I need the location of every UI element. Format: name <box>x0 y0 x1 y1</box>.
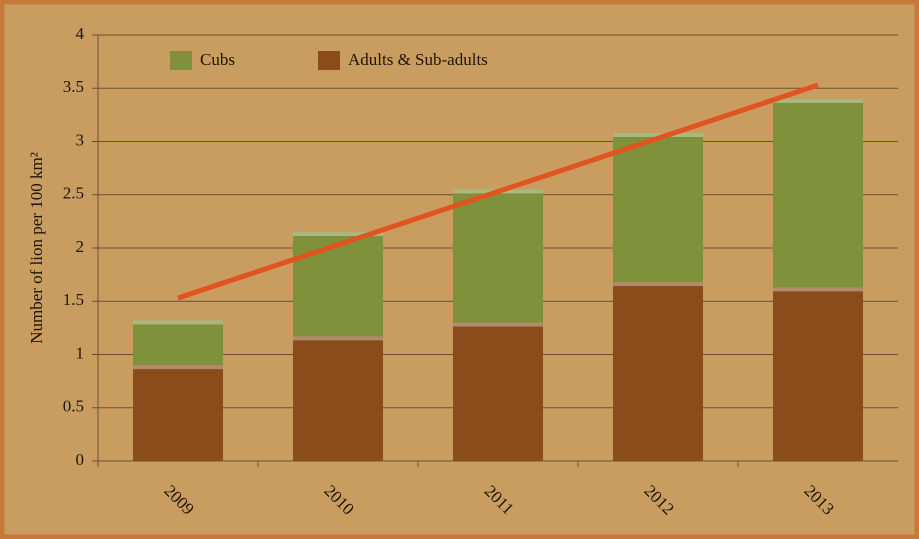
y-tick-label: 3.5 <box>63 77 84 96</box>
bar-highlight <box>773 98 863 103</box>
bar-segment <box>453 322 543 461</box>
y-tick-label: 0 <box>76 450 85 469</box>
bar-highlight <box>293 336 383 341</box>
bar-highlight <box>773 287 863 292</box>
trend-line <box>177 82 819 301</box>
bar-segment <box>133 365 223 461</box>
legend-label: Cubs <box>200 50 235 69</box>
bar-segment <box>773 287 863 461</box>
bar-segment <box>773 98 863 288</box>
bar-highlight <box>453 322 543 327</box>
bar-segment <box>293 232 383 337</box>
bar-segment <box>453 189 543 323</box>
y-axis-label: Number of lion per 100 km² <box>27 152 46 344</box>
bar-highlight <box>613 282 703 287</box>
bar-segment <box>613 132 703 283</box>
y-tick-label: 2.5 <box>63 184 84 203</box>
bar-segment <box>133 320 223 366</box>
bar-highlight <box>133 320 223 325</box>
y-tick-label: 3 <box>76 130 85 149</box>
y-tick-label: 1.5 <box>63 290 84 309</box>
legend-swatch <box>318 51 340 70</box>
y-tick-label: 1 <box>76 343 85 362</box>
legend-swatch <box>170 51 192 70</box>
bar-highlight <box>133 365 223 370</box>
bar-segment <box>613 282 703 461</box>
bar-highlight <box>613 132 703 137</box>
legend-label: Adults & Sub-adults <box>348 50 488 69</box>
bar-segment <box>293 336 383 461</box>
y-tick-label: 4 <box>76 24 85 43</box>
y-tick-label: 2 <box>76 237 85 256</box>
bar-highlight <box>293 232 383 237</box>
y-tick-label: 0.5 <box>63 397 84 416</box>
